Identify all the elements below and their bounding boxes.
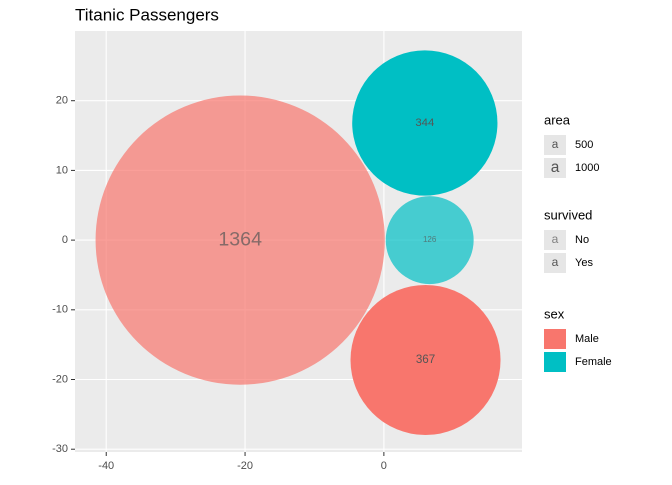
x-tick-label: -20 — [237, 460, 253, 472]
y-tick-label: -10 — [52, 304, 68, 316]
legend-title: sex — [544, 306, 565, 321]
legend-key — [544, 329, 566, 349]
legend-label: Male — [575, 333, 599, 345]
legend-key — [544, 230, 566, 250]
y-tick-label: 0 — [62, 234, 68, 246]
bubble — [350, 284, 501, 436]
bubble-label: 126 — [423, 235, 437, 244]
x-tick-label: -40 — [98, 460, 114, 472]
y-tick-label: 10 — [56, 164, 68, 176]
legend-label: 500 — [575, 139, 593, 151]
legend-title: survived — [544, 207, 592, 222]
legend-label: Female — [575, 356, 612, 368]
legend-glyph: a — [552, 138, 559, 151]
x-tick-label: 0 — [381, 460, 387, 472]
bubble — [95, 95, 385, 385]
legend-key — [544, 158, 566, 178]
legend-glyph: a — [551, 159, 560, 176]
legend-label: 1000 — [575, 162, 599, 174]
legend-key — [544, 352, 566, 372]
y-tick-label: -20 — [52, 373, 68, 385]
legend-glyph: a — [552, 255, 559, 269]
bubble-label: 367 — [416, 353, 435, 366]
legend-key — [544, 135, 566, 155]
legend-title: area — [544, 112, 571, 127]
legend-key — [544, 253, 566, 273]
legend-glyph: a — [552, 232, 559, 246]
bubble — [385, 196, 474, 285]
legend-label: No — [575, 234, 589, 246]
bubble — [352, 50, 498, 196]
chart-title: Titanic Passengers — [75, 5, 219, 24]
legend-label: Yes — [575, 257, 593, 269]
y-tick-label: -30 — [52, 443, 68, 455]
y-tick-label: 20 — [56, 95, 68, 107]
bubble-label: 1364 — [218, 228, 262, 250]
bubble-label: 344 — [415, 117, 434, 129]
